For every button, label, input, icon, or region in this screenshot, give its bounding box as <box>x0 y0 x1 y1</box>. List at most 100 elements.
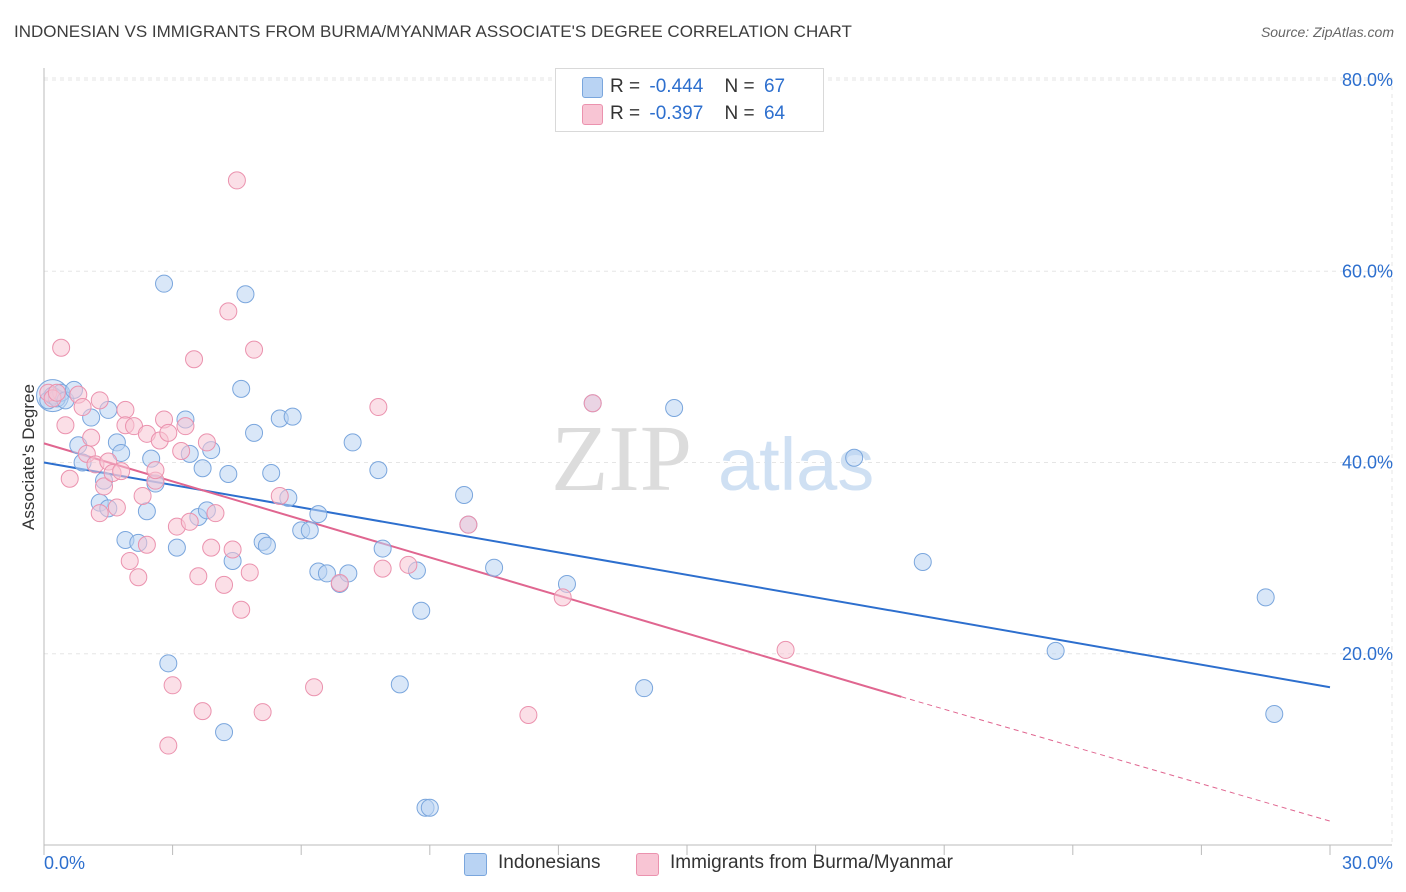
point-indonesians <box>309 505 328 524</box>
point-burma <box>227 171 246 190</box>
legend-n-label: N = <box>724 103 755 124</box>
point-indonesians <box>167 538 186 557</box>
point-indonesians <box>317 564 336 583</box>
point-indonesians <box>635 679 654 698</box>
legend-n-value: 67 <box>763 76 786 97</box>
watermark-atlas: atlas <box>718 423 874 506</box>
axes <box>43 68 1392 855</box>
point-burma <box>120 551 139 570</box>
point-indonesians <box>155 274 174 293</box>
point-indonesians <box>112 443 131 462</box>
point-burma <box>583 394 602 413</box>
point-burma <box>197 433 216 452</box>
trend-line-burma <box>43 442 902 698</box>
point-burma <box>56 416 75 435</box>
point-indonesians <box>373 539 392 558</box>
bottom-legend-swatch-pink <box>636 853 659 876</box>
legend-n-label: N = <box>724 76 755 97</box>
point-burma <box>219 302 238 321</box>
point-burma <box>159 736 178 755</box>
point-burma <box>180 512 199 531</box>
point-indonesians <box>215 723 234 742</box>
point-burma <box>305 678 324 697</box>
point-burma <box>112 462 131 481</box>
watermark-zip: ZIP <box>551 407 692 511</box>
point-burma <box>776 640 795 659</box>
point-indonesians <box>262 464 281 483</box>
point-burma <box>270 486 289 505</box>
x-tick-label-max: 30.0% <box>1342 853 1393 873</box>
point-burma <box>90 504 109 523</box>
point-burma <box>240 563 259 582</box>
point-burma <box>163 676 182 695</box>
correlation-legend: R = -0.444 N = 67 R = -0.397 N = 64 <box>555 68 824 132</box>
point-indonesians <box>193 459 212 478</box>
point-burma <box>373 559 392 578</box>
bottom-legend-label: Immigrants from Burma/Myanmar <box>670 852 953 873</box>
bottom-legend-label: Indonesians <box>498 852 601 873</box>
point-burma <box>369 398 388 417</box>
point-indonesians <box>485 558 504 577</box>
legend-r-label: R = <box>610 76 641 97</box>
x-tick-label-min: 0.0% <box>44 853 85 873</box>
trend-line-indonesians <box>43 461 1331 689</box>
y-tick-label: 40.0% <box>1342 453 1393 473</box>
point-indonesians <box>236 285 255 304</box>
point-burma <box>146 461 165 480</box>
point-indonesians <box>1265 704 1284 723</box>
point-indonesians <box>1046 641 1065 660</box>
point-burma <box>189 567 208 586</box>
point-burma <box>133 486 152 505</box>
point-indonesians <box>412 601 431 620</box>
point-indonesians <box>455 486 474 505</box>
point-burma <box>47 383 66 402</box>
point-burma <box>519 705 538 724</box>
point-burma <box>459 515 478 534</box>
point-indonesians <box>665 398 684 417</box>
y-tick-labels: 20.0% 40.0% 60.0% 80.0% <box>1342 70 1393 664</box>
point-burma <box>215 575 234 594</box>
point-burma <box>73 398 92 417</box>
bottom-legend-swatch-blue <box>464 853 487 876</box>
point-burma <box>185 350 204 369</box>
point-burma <box>223 540 242 559</box>
point-indonesians <box>913 552 932 571</box>
point-indonesians <box>343 433 362 452</box>
chart-title: INDONESIAN VS IMMIGRANTS FROM BURMA/MYAN… <box>14 22 852 41</box>
point-indonesians <box>245 423 264 442</box>
point-burma <box>129 568 148 587</box>
y-tick-label: 20.0% <box>1342 644 1393 664</box>
point-indonesians <box>845 448 864 467</box>
legend-r-label: R = <box>610 103 641 124</box>
point-indonesians <box>232 379 251 398</box>
point-burma <box>330 573 349 592</box>
point-burma <box>193 702 212 721</box>
point-burma <box>245 340 264 359</box>
point-indonesians <box>137 502 156 521</box>
legend-swatch-pink <box>582 104 603 125</box>
point-burma <box>399 555 418 574</box>
point-burma <box>176 417 195 436</box>
trend-line-burma-extension <box>901 696 1331 822</box>
point-burma <box>137 535 156 554</box>
point-burma <box>206 504 225 523</box>
point-burma <box>90 391 109 410</box>
legend-n-value: 64 <box>763 103 786 124</box>
point-indonesians <box>1256 588 1275 607</box>
point-indonesians <box>283 407 302 426</box>
legend-r-value: -0.397 <box>649 103 704 124</box>
y-tick-label: 60.0% <box>1342 261 1393 281</box>
chart-source: Source: ZipAtlas.com <box>1260 24 1394 40</box>
point-burma <box>52 338 71 357</box>
point-indonesians <box>390 675 409 694</box>
point-indonesians <box>257 536 276 555</box>
legend-r-value: -0.444 <box>649 76 704 97</box>
point-burma <box>553 588 572 607</box>
y-tick-label: 80.0% <box>1342 70 1393 90</box>
point-burma <box>60 469 79 488</box>
point-indonesians <box>369 461 388 480</box>
legend-swatch-blue <box>582 77 603 98</box>
point-indonesians <box>159 654 178 673</box>
point-indonesians <box>300 521 319 540</box>
